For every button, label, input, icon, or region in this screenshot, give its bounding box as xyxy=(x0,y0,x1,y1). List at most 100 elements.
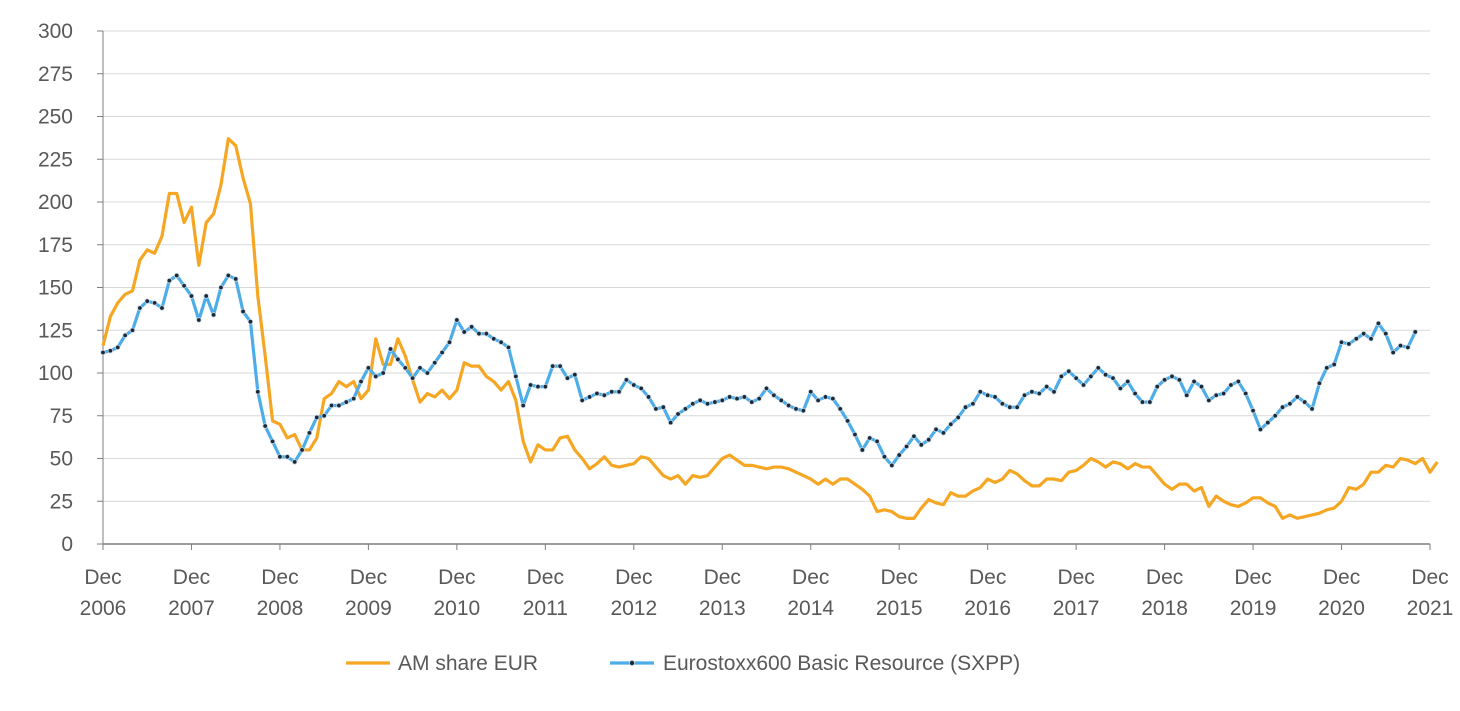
data-point xyxy=(867,435,873,441)
data-point xyxy=(800,407,807,414)
data-point xyxy=(240,308,246,315)
data-point xyxy=(137,305,143,311)
data-point xyxy=(682,406,689,412)
data-point xyxy=(476,330,482,337)
data-point xyxy=(955,414,961,421)
data-point xyxy=(984,392,991,398)
data-point xyxy=(1110,375,1116,381)
y-tick-label: 200 xyxy=(38,191,73,214)
x-tick-label-month: Dec xyxy=(84,566,121,589)
data-point xyxy=(859,447,866,453)
data-point xyxy=(756,395,762,402)
data-point xyxy=(1198,383,1205,390)
data-point xyxy=(1287,401,1293,407)
legend-label: Eurostoxx600 Basic Resource (SXPP) xyxy=(663,652,1020,675)
data-point xyxy=(218,284,224,291)
data-point xyxy=(1080,382,1087,388)
y-tick-label: 250 xyxy=(38,106,73,129)
x-tick-label-year: 2021 xyxy=(1407,597,1454,620)
legend-marker xyxy=(629,660,636,667)
data-point xyxy=(424,370,431,376)
x-tick-label-year: 2016 xyxy=(964,597,1011,620)
data-point xyxy=(933,426,939,433)
x-tick-label-year: 2009 xyxy=(345,597,392,620)
data-point xyxy=(1309,406,1315,412)
data-point xyxy=(188,293,195,299)
series-sxpp xyxy=(100,272,1418,469)
data-point xyxy=(1043,383,1050,390)
data-point xyxy=(586,394,593,400)
data-point xyxy=(852,431,858,438)
data-point xyxy=(667,419,674,426)
data-point xyxy=(808,389,814,395)
data-point xyxy=(999,401,1006,407)
data-point xyxy=(535,383,541,390)
data-point xyxy=(1088,373,1094,380)
y-axis: 0 25 50 75 100 125 150 175 200 225 250 275 300 xyxy=(38,20,104,556)
data-point xyxy=(763,385,770,392)
data-point xyxy=(970,401,976,407)
data-point xyxy=(1294,394,1300,400)
data-point xyxy=(940,430,947,436)
x-tick-label-month: Dec xyxy=(1057,566,1094,589)
data-point xyxy=(726,394,733,400)
x-tick-label-year: 2011 xyxy=(523,597,568,620)
data-point xyxy=(314,414,320,421)
data-point xyxy=(962,404,969,410)
x-tick-label-month: Dec xyxy=(881,566,918,589)
data-point xyxy=(483,330,490,337)
data-point xyxy=(203,293,209,299)
data-point xyxy=(1220,390,1227,397)
data-point xyxy=(513,373,519,380)
data-point xyxy=(1383,330,1389,337)
x-tick-label-month: Dec xyxy=(173,566,210,589)
data-point xyxy=(1154,383,1160,390)
data-point xyxy=(1397,342,1404,349)
data-point xyxy=(1405,344,1411,351)
data-point xyxy=(527,382,534,388)
data-point xyxy=(321,413,327,419)
data-point xyxy=(365,365,372,371)
x-tick-label-year: 2014 xyxy=(787,597,834,620)
x-tick-label-year: 2019 xyxy=(1230,597,1277,620)
data-point xyxy=(542,383,549,390)
data-point xyxy=(1051,389,1057,395)
data-point xyxy=(623,377,630,383)
data-point xyxy=(830,395,836,402)
data-point xyxy=(1265,419,1271,426)
x-tick-label-year: 2012 xyxy=(610,597,657,620)
data-point xyxy=(336,402,342,409)
x-tick-label-year: 2007 xyxy=(168,597,215,620)
data-point xyxy=(1021,392,1028,398)
data-point xyxy=(159,305,165,311)
data-point xyxy=(793,406,799,412)
series-line xyxy=(102,273,1417,467)
data-point xyxy=(1360,330,1367,337)
x-tick-label-month: Dec xyxy=(261,566,298,589)
data-point xyxy=(631,382,637,388)
data-point xyxy=(454,317,460,323)
data-point xyxy=(144,298,150,304)
x-tick-label-month: Dec xyxy=(704,566,741,589)
data-point xyxy=(1036,390,1042,397)
data-point xyxy=(918,442,925,448)
data-point xyxy=(889,462,895,469)
data-point xyxy=(269,438,276,445)
data-point xyxy=(1102,372,1109,378)
data-point xyxy=(373,373,379,380)
data-point xyxy=(550,363,556,369)
x-tick-label-month: Dec xyxy=(615,566,652,589)
x-tick-label-year: 2006 xyxy=(80,597,127,620)
x-tick-label-year: 2020 xyxy=(1318,597,1365,620)
data-point xyxy=(1007,404,1013,410)
data-point xyxy=(181,283,187,289)
data-point xyxy=(328,402,335,409)
data-point xyxy=(432,360,438,366)
data-point xyxy=(741,394,748,400)
data-point xyxy=(409,375,416,381)
x-tick-label-year: 2013 xyxy=(699,597,746,620)
data-point xyxy=(734,395,740,402)
data-point xyxy=(690,401,696,407)
data-point xyxy=(1324,365,1330,371)
legend-label: AM share EUR xyxy=(398,652,538,675)
